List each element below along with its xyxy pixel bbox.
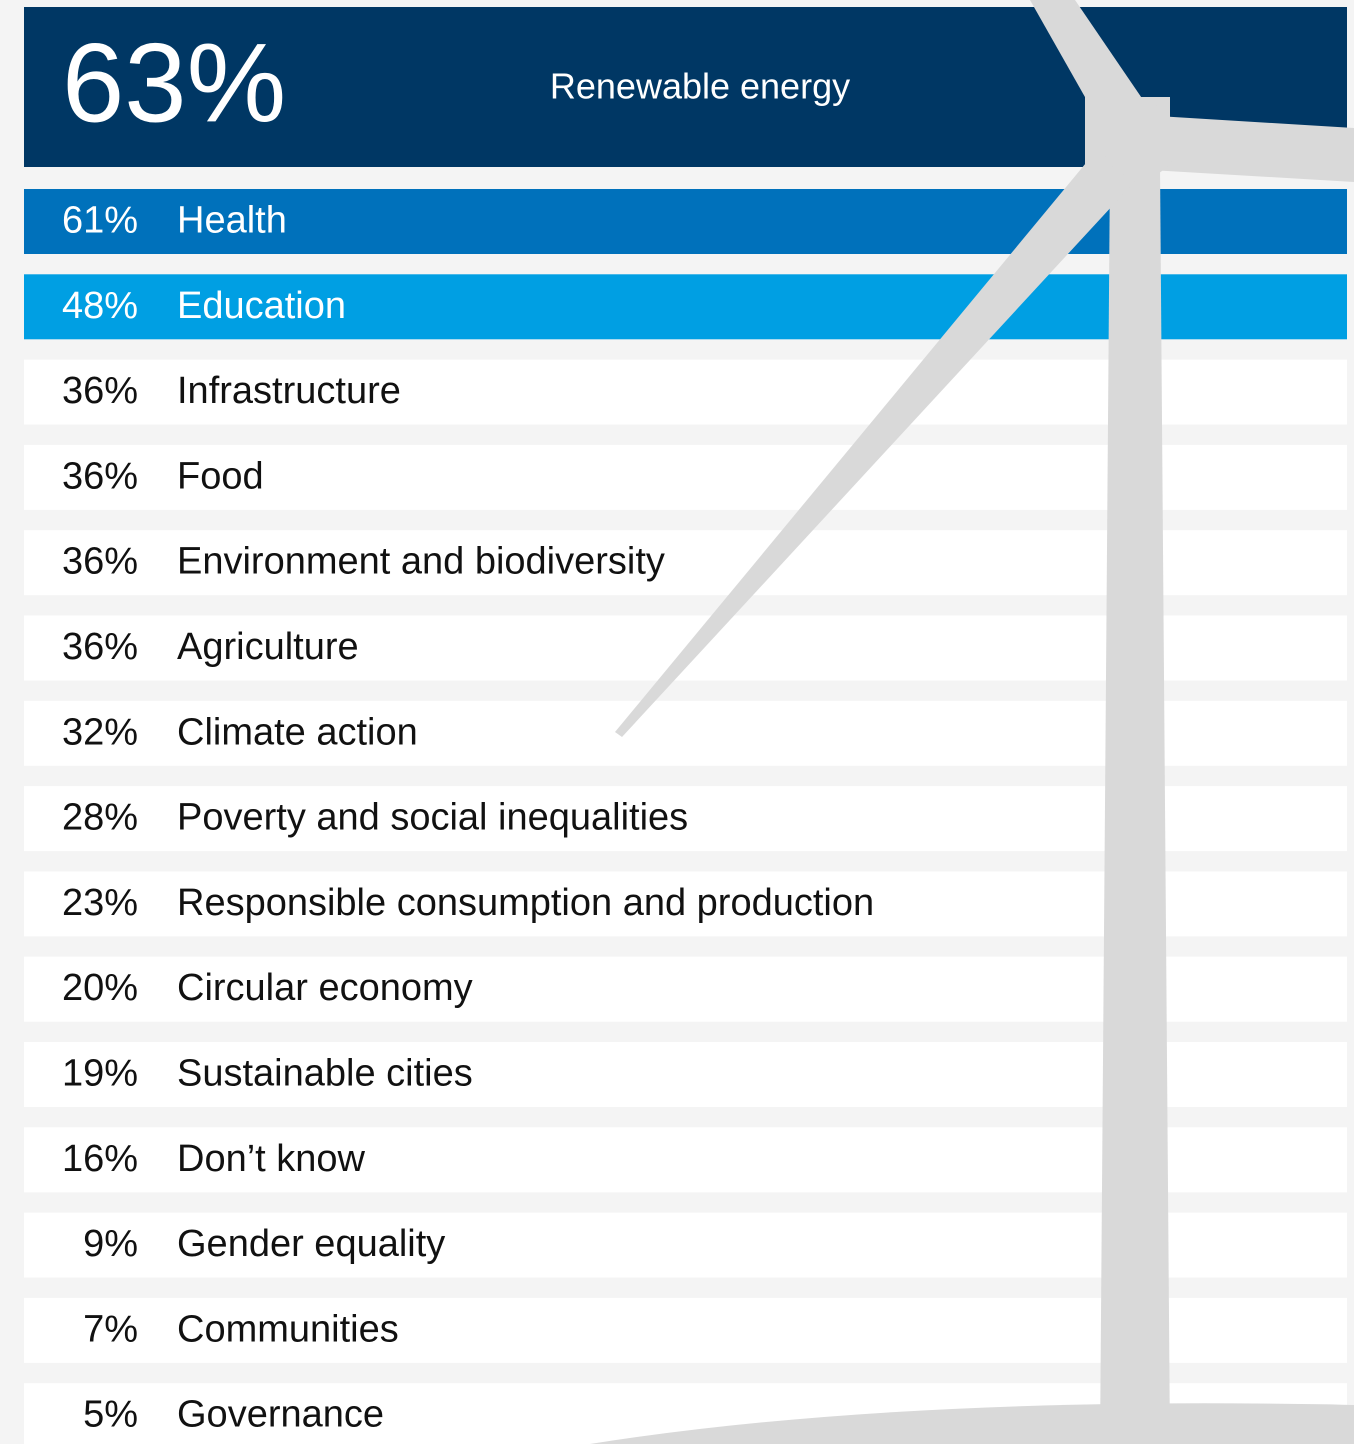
ground bbox=[590, 1403, 1354, 1444]
row-label: Circular economy bbox=[177, 967, 473, 1009]
row-percent: 19% bbox=[62, 1053, 138, 1095]
row-label: Poverty and social inequalities bbox=[177, 797, 688, 839]
row-label: Gender equality bbox=[177, 1223, 445, 1265]
row-label: Health bbox=[177, 200, 287, 242]
row-percent: 61% bbox=[62, 200, 138, 242]
row-percent: 5% bbox=[83, 1394, 138, 1436]
row-percent: 9% bbox=[83, 1223, 138, 1265]
row-label: Education bbox=[177, 285, 346, 327]
row-percent: 16% bbox=[62, 1138, 138, 1180]
row-label: Sustainable cities bbox=[177, 1053, 473, 1095]
row-percent: 36% bbox=[62, 455, 138, 497]
row-label: Agriculture bbox=[177, 626, 359, 668]
row-percent: 36% bbox=[62, 370, 138, 412]
turbine-tower bbox=[1100, 165, 1170, 1444]
row-percent: 23% bbox=[62, 882, 138, 924]
header-percent: 63% bbox=[62, 21, 286, 146]
row-label: Environment and biodiversity bbox=[177, 541, 665, 583]
turbine-blade bbox=[1140, 115, 1354, 182]
row-percent: 36% bbox=[62, 541, 138, 583]
row-percent: 32% bbox=[62, 711, 138, 753]
row-label: Responsible consumption and production bbox=[177, 882, 874, 924]
row-label: Climate action bbox=[177, 711, 418, 753]
row-label: Governance bbox=[177, 1394, 384, 1436]
turbine-blade bbox=[615, 140, 1150, 737]
header-label: Renewable energy bbox=[550, 66, 850, 107]
row-percent: 28% bbox=[62, 797, 138, 839]
row-percent: 48% bbox=[62, 285, 138, 327]
row-label: Don’t know bbox=[177, 1138, 366, 1180]
row-percent: 36% bbox=[62, 626, 138, 668]
row-label: Infrastructure bbox=[177, 370, 401, 412]
row-percent: 20% bbox=[62, 967, 138, 1009]
row-label: Communities bbox=[177, 1308, 399, 1350]
row-percent: 7% bbox=[83, 1308, 138, 1350]
row-label: Food bbox=[177, 455, 264, 497]
wind-turbine bbox=[590, 0, 1354, 1444]
turbine-nose bbox=[1102, 102, 1178, 178]
